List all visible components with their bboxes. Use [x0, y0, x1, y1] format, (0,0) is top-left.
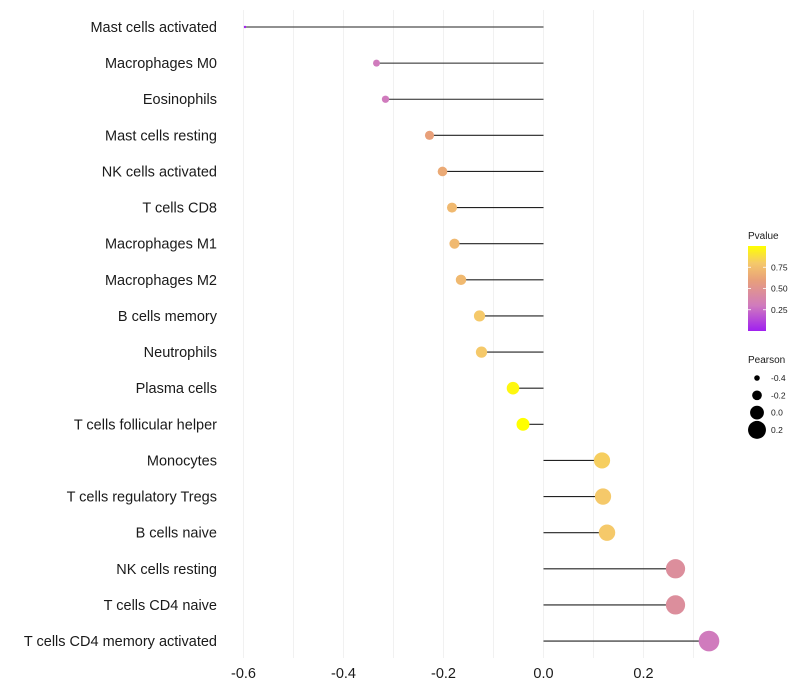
lollipop-point — [473, 310, 486, 322]
category-label: Plasma cells — [136, 381, 217, 397]
x-tick-label: 0.2 — [633, 666, 653, 682]
lollipop-point — [598, 524, 616, 541]
category-label: Eosinophils — [143, 92, 217, 108]
colorbar-tick-label: 0.50 — [771, 284, 788, 294]
lollipop-point — [455, 274, 467, 286]
category-label: T cells regulatory Tregs — [67, 490, 217, 506]
lollipop-point — [449, 238, 460, 249]
stems — [245, 26, 709, 642]
category-labels: Mast cells activated Macrophages M0 Eosino… — [24, 20, 218, 650]
lollipop-point — [506, 381, 520, 395]
x-tick-label: 0.0 — [533, 666, 553, 682]
category-label: Mast cells activated — [90, 20, 217, 36]
category-label: T cells CD4 memory activated — [24, 634, 217, 650]
lollipop-point — [593, 452, 611, 469]
lollipop-point — [243, 25, 247, 29]
size-legend-point — [750, 405, 764, 420]
colorbar-tick-label: 0.25 — [771, 305, 788, 315]
lollipop-point — [516, 417, 530, 431]
pearson-legend-title: Pearson — [748, 355, 785, 366]
category-label: NK cells activated — [102, 164, 217, 180]
size-legend-point — [748, 420, 766, 439]
category-label: NK cells resting — [116, 562, 217, 578]
category-label: Monocytes — [147, 453, 217, 469]
category-label: B cells memory — [118, 309, 218, 325]
lollipop-point — [665, 595, 686, 615]
size-legend-label: -0.4 — [771, 373, 786, 383]
lollipop-point — [698, 630, 720, 652]
lollipop-point — [475, 346, 488, 358]
points — [243, 25, 720, 652]
category-label: T cells CD8 — [142, 201, 217, 217]
category-label: T cells CD4 naive — [104, 598, 217, 614]
size-legend-point — [754, 375, 760, 381]
pvalue-colorbar — [748, 246, 766, 331]
category-label: Macrophages M2 — [105, 273, 217, 289]
x-tick-label: -0.4 — [331, 666, 356, 682]
size-legend-label: 0.0 — [771, 408, 783, 418]
category-label: Macrophages M0 — [105, 56, 217, 72]
x-tick-label: -0.6 — [231, 666, 256, 682]
x-tick-label: -0.2 — [431, 666, 456, 682]
pvalue-legend-title: Pvalue — [748, 231, 779, 242]
category-label: B cells naive — [136, 526, 217, 542]
lollipop-point — [665, 559, 686, 579]
category-label: T cells follicular helper — [74, 417, 217, 433]
size-legend-label: -0.2 — [771, 390, 786, 400]
lollipop-point — [381, 95, 390, 103]
lollipop-point — [437, 166, 448, 177]
category-label: Mast cells resting — [105, 128, 217, 144]
lollipop-point — [594, 488, 612, 505]
size-legend-label: 0.2 — [771, 425, 783, 435]
lollipop-point — [424, 130, 435, 140]
size-legend-point — [752, 390, 762, 401]
gridlines — [243, 10, 694, 658]
pearson-legend: Pearson -0.4 -0.2 0.0 0.2 — [748, 355, 786, 439]
lollipop-point — [446, 202, 458, 213]
category-label: Macrophages M1 — [105, 237, 217, 253]
pvalue-legend: Pvalue 0.25 0.50 0.75 — [748, 231, 788, 331]
colorbar-tick-label: 0.75 — [771, 262, 788, 272]
category-label: Neutrophils — [144, 345, 217, 361]
lollipop-point — [373, 59, 380, 67]
x-axis-ticks: -0.6 -0.4 -0.2 0.0 0.2 — [231, 666, 654, 682]
